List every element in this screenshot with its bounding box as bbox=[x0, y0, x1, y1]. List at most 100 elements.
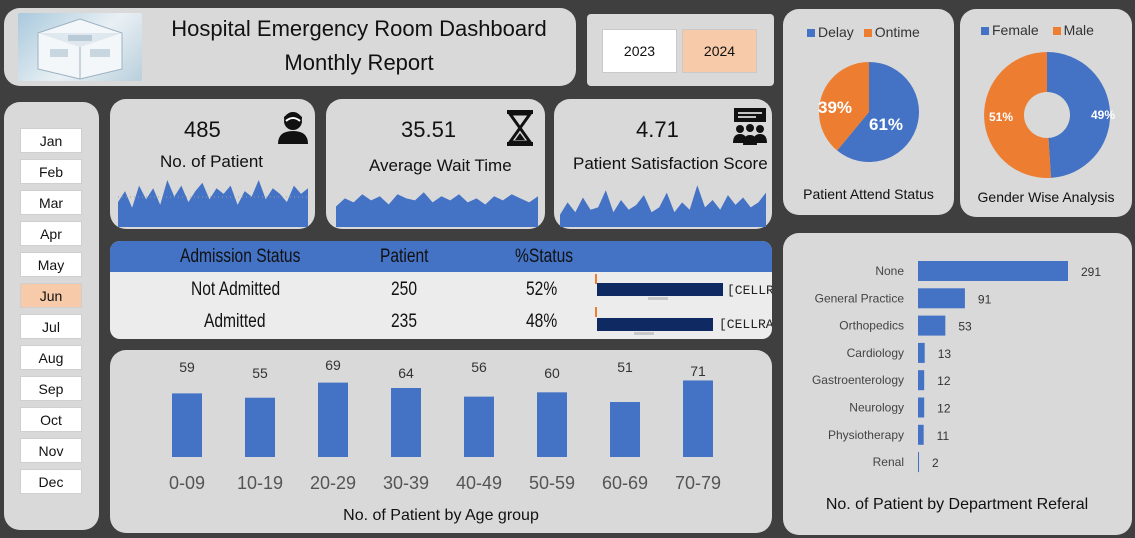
kpi-patient-value: 485 bbox=[184, 117, 221, 142]
row-admitted-cellrange: [CELLRANGE] bbox=[719, 317, 772, 332]
column-header-status-pct: %Status bbox=[515, 246, 574, 267]
age-tick-label: 10-19 bbox=[237, 473, 283, 493]
sparkline-area bbox=[336, 192, 538, 227]
row-admitted-databar bbox=[597, 318, 713, 331]
age-group-chart: 59 0-09 55 10-19 69 20-29 64 30-39 56 40-49 60 50-5… bbox=[169, 357, 721, 524]
age-tick-label: 40-49 bbox=[456, 473, 502, 493]
kpi-wait-value: 35.51 bbox=[401, 117, 457, 142]
attend-status-panel: Delay Ontime 61% 39% Patient Attend Statu… bbox=[783, 9, 954, 215]
dept-bar-renal bbox=[918, 452, 920, 473]
kpi-satisfaction-sparkline bbox=[560, 185, 766, 227]
row-not-admitted-cellrange: [CELLRANGE] bbox=[727, 283, 772, 298]
legend-male: Male bbox=[1063, 22, 1094, 38]
gender-slice-male bbox=[984, 52, 1051, 178]
dept-tick-label: Renal bbox=[873, 455, 904, 469]
legend-delay: Delay bbox=[818, 24, 854, 40]
legend-female: Female bbox=[992, 22, 1039, 38]
dept-tick-label: General Practice bbox=[815, 291, 905, 305]
dept-tick-label: Cardiology bbox=[847, 346, 904, 360]
kpi-patient-sparkline bbox=[118, 180, 308, 227]
attend-chart-title: Patient Attend Status bbox=[803, 186, 934, 202]
gender-analysis-panel: Female Male 49% 51% Gender Wise Analysis bbox=[960, 9, 1132, 217]
kpi-wait-time: 35.51 Average Wait Time bbox=[326, 99, 545, 229]
gender-data-label: 49% bbox=[1091, 108, 1115, 122]
age-bar-10-19 bbox=[245, 397, 275, 457]
page-subtitle: Monthly Report bbox=[284, 50, 434, 75]
age-tick-label: 20-29 bbox=[310, 473, 356, 493]
row-not-admitted-databar bbox=[597, 283, 723, 296]
attend-legend: Delay Ontime bbox=[807, 24, 920, 40]
dept-data-label: 12 bbox=[937, 374, 951, 388]
year-slicer: 2023 2024 bbox=[587, 14, 774, 86]
age-data-label: 64 bbox=[398, 365, 414, 381]
month-may-button[interactable]: May bbox=[20, 252, 82, 277]
age-tick-label: 70-79 bbox=[675, 473, 721, 493]
hospital-room-image bbox=[18, 13, 142, 81]
kpi-wait-sparkline bbox=[336, 192, 538, 227]
age-data-label: 60 bbox=[544, 365, 560, 381]
dept-data-label: 91 bbox=[978, 292, 992, 306]
age-data-label: 71 bbox=[690, 363, 706, 379]
attend-data-label: 61% bbox=[869, 115, 903, 134]
kpi-wait-label: Average Wait Time bbox=[369, 156, 512, 175]
month-nov-button[interactable]: Nov bbox=[20, 438, 82, 463]
attend-status-pie: 61% 39% bbox=[818, 62, 919, 162]
row-admitted-pct: 48% bbox=[526, 311, 558, 332]
table-header bbox=[110, 241, 772, 272]
month-apr-button[interactable]: Apr bbox=[20, 221, 82, 246]
dept-tick-label: Neurology bbox=[849, 401, 904, 415]
month-mar-button[interactable]: Mar bbox=[20, 190, 82, 215]
gender-chart-title: Gender Wise Analysis bbox=[977, 189, 1115, 205]
age-group-chart-panel: 59 0-09 55 10-19 69 20-29 64 30-39 56 40-49 60 50-5… bbox=[110, 350, 772, 533]
row-admitted-patients: 235 bbox=[391, 311, 417, 332]
month-jan-button[interactable]: Jan bbox=[20, 128, 82, 153]
kpi-patient-count: 485 No. of Patient bbox=[110, 99, 315, 229]
age-tick-label: 50-59 bbox=[529, 473, 575, 493]
department-referral-panel: None 291 General Practice 91 Orthopedics 53 Ca… bbox=[783, 233, 1132, 535]
dept-tick-label: Orthopedics bbox=[839, 319, 904, 333]
admission-status-table: Admission Status Patient %Status Not Adm… bbox=[110, 241, 772, 339]
kpi-patient-label: No. of Patient bbox=[160, 152, 264, 171]
age-data-label: 59 bbox=[179, 359, 195, 375]
age-tick-label: 60-69 bbox=[602, 473, 648, 493]
age-data-label: 69 bbox=[325, 357, 341, 373]
gender-data-label: 51% bbox=[989, 110, 1013, 124]
dept-tick-label: None bbox=[875, 264, 904, 278]
age-chart-title: No. of Patient by Age group bbox=[343, 507, 539, 524]
age-bar-60-69 bbox=[610, 402, 640, 457]
dept-data-label: 53 bbox=[958, 320, 972, 334]
dept-data-label: 13 bbox=[938, 347, 952, 361]
attend-slice-delay bbox=[837, 62, 919, 162]
attend-slice-ontime bbox=[818, 62, 869, 151]
age-data-label: 51 bbox=[617, 359, 633, 375]
age-bar-70-79 bbox=[683, 380, 713, 457]
month-jul-button[interactable]: Jul bbox=[20, 314, 82, 339]
dept-bar-gastroenterology bbox=[918, 370, 925, 391]
dept-bar-none bbox=[918, 261, 1068, 281]
month-dec-button[interactable]: Dec bbox=[20, 469, 82, 494]
age-bar-50-59 bbox=[537, 392, 567, 457]
hourglass-icon bbox=[507, 110, 533, 146]
dept-bar-neurology bbox=[918, 397, 925, 418]
age-tick-label: 30-39 bbox=[383, 473, 429, 493]
month-aug-button[interactable]: Aug bbox=[20, 345, 82, 370]
year-2024-button[interactable]: 2024 bbox=[682, 29, 757, 73]
month-sep-button[interactable]: Sep bbox=[20, 376, 82, 401]
month-slicer: Jan Feb Mar Apr May Jun Jul Aug Sep Oct Nov Dec bbox=[4, 102, 99, 530]
dashboard-header: Hospital Emergency Room Dashboard Monthl… bbox=[4, 8, 576, 86]
age-data-label: 56 bbox=[471, 359, 487, 375]
page-title: Hospital Emergency Room Dashboard bbox=[171, 16, 547, 41]
row-not-admitted-pct: 52% bbox=[526, 279, 558, 300]
month-feb-button[interactable]: Feb bbox=[20, 159, 82, 184]
dept-bar-physiotherapy bbox=[918, 424, 924, 445]
row-not-admitted-status: Not Admitted bbox=[191, 279, 281, 300]
column-header-patient: Patient bbox=[380, 246, 429, 267]
dept-data-label: 2 bbox=[932, 456, 939, 470]
dept-bar-orthopedics bbox=[918, 315, 946, 336]
row-admitted-status: Admitted bbox=[204, 311, 266, 332]
month-oct-button[interactable]: Oct bbox=[20, 407, 82, 432]
year-2023-button[interactable]: 2023 bbox=[602, 29, 677, 73]
month-jun-button[interactable]: Jun bbox=[20, 283, 82, 308]
age-data-label: 55 bbox=[252, 365, 268, 381]
dept-data-label: 12 bbox=[937, 402, 951, 416]
